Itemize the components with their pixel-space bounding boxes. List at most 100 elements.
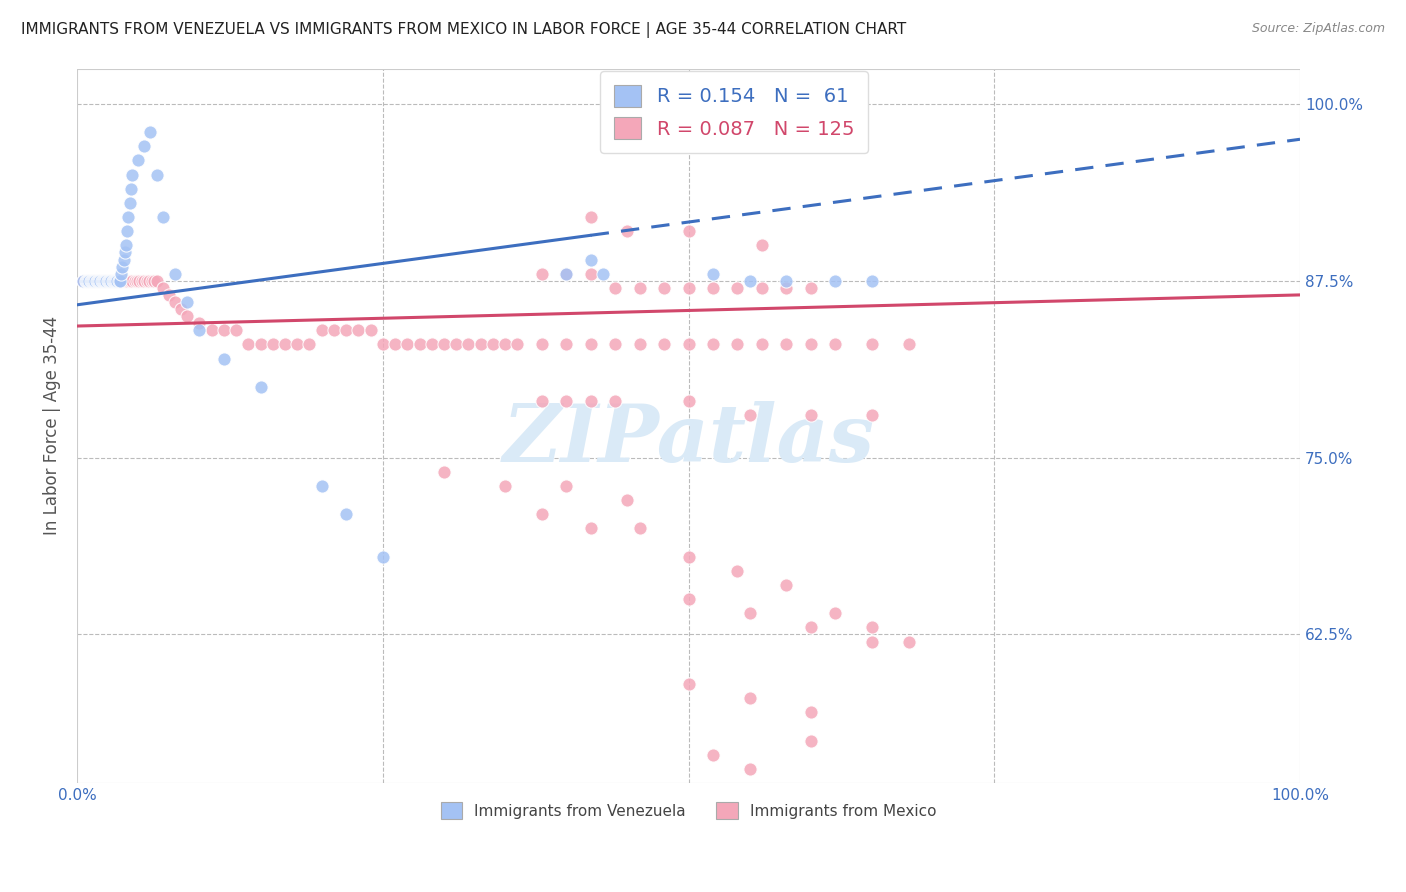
Point [579, 337, 602, 351]
Point [800, 706, 823, 720]
Point [800, 281, 823, 295]
Point [91, 274, 114, 288]
Point [506, 337, 529, 351]
Point [860, 620, 883, 634]
Point [775, 337, 797, 351]
Legend: Immigrants from Venezuela, Immigrants from Mexico: Immigrants from Venezuela, Immigrants fr… [434, 796, 942, 825]
Point [592, 267, 614, 281]
Point [738, 274, 761, 288]
Point [115, 224, 138, 238]
Point [163, 295, 186, 310]
Point [134, 274, 156, 288]
Point [652, 281, 675, 295]
Point [79, 274, 101, 288]
Point [738, 408, 761, 422]
Point [114, 274, 136, 288]
Point [420, 337, 443, 351]
Point [702, 337, 724, 351]
Point [555, 479, 578, 493]
Point [408, 337, 430, 351]
Point [605, 394, 627, 409]
Point [145, 274, 167, 288]
Point [90, 274, 112, 288]
Point [152, 210, 174, 224]
Point [75, 274, 97, 288]
Point [143, 274, 166, 288]
Point [108, 274, 131, 288]
Point [80, 274, 103, 288]
Point [97, 274, 120, 288]
Point [628, 337, 651, 351]
Text: IMMIGRANTS FROM VENEZUELA VS IMMIGRANTS FROM MEXICO IN LABOR FORCE | AGE 35-44 C: IMMIGRANTS FROM VENEZUELA VS IMMIGRANTS … [21, 22, 907, 38]
Point [347, 323, 370, 337]
Point [104, 274, 127, 288]
Point [108, 274, 131, 288]
Point [800, 733, 823, 747]
Point [87, 274, 110, 288]
Point [93, 274, 115, 288]
Point [91, 274, 114, 288]
Point [157, 288, 180, 302]
Point [824, 274, 846, 288]
Point [201, 323, 224, 337]
Point [751, 281, 773, 295]
Point [111, 260, 134, 274]
Point [605, 281, 627, 295]
Point [678, 677, 700, 691]
Point [124, 274, 146, 288]
Point [86, 274, 108, 288]
Point [727, 337, 749, 351]
Point [897, 337, 920, 351]
Point [98, 274, 121, 288]
Point [135, 274, 157, 288]
Point [579, 267, 602, 281]
Point [141, 274, 163, 288]
Point [494, 479, 516, 493]
Point [702, 747, 724, 762]
Point [298, 337, 321, 351]
Point [170, 301, 193, 316]
Point [101, 274, 124, 288]
Point [77, 274, 100, 288]
Point [75, 274, 97, 288]
Point [311, 323, 333, 337]
Point [751, 238, 773, 252]
Point [800, 620, 823, 634]
Point [212, 351, 235, 366]
Point [311, 479, 333, 493]
Point [371, 549, 394, 564]
Point [579, 210, 602, 224]
Point [249, 380, 271, 394]
Point [110, 267, 132, 281]
Point [384, 337, 406, 351]
Point [616, 493, 638, 508]
Point [530, 337, 553, 351]
Point [678, 592, 700, 607]
Point [335, 323, 357, 337]
Point [678, 224, 700, 238]
Point [134, 139, 156, 153]
Point [131, 274, 153, 288]
Point [800, 337, 823, 351]
Point [103, 274, 125, 288]
Point [433, 337, 456, 351]
Point [238, 337, 260, 351]
Point [360, 323, 382, 337]
Point [94, 274, 117, 288]
Point [188, 323, 211, 337]
Point [82, 274, 104, 288]
Point [121, 274, 143, 288]
Point [82, 274, 104, 288]
Point [678, 337, 700, 351]
Point [775, 274, 797, 288]
Point [727, 564, 749, 578]
Point [94, 274, 117, 288]
Point [371, 337, 394, 351]
Y-axis label: In Labor Force | Age 35-44: In Labor Force | Age 35-44 [44, 317, 60, 535]
Point [860, 274, 883, 288]
Point [76, 274, 98, 288]
Point [163, 267, 186, 281]
Point [139, 125, 162, 139]
Point [107, 274, 129, 288]
Point [530, 267, 553, 281]
